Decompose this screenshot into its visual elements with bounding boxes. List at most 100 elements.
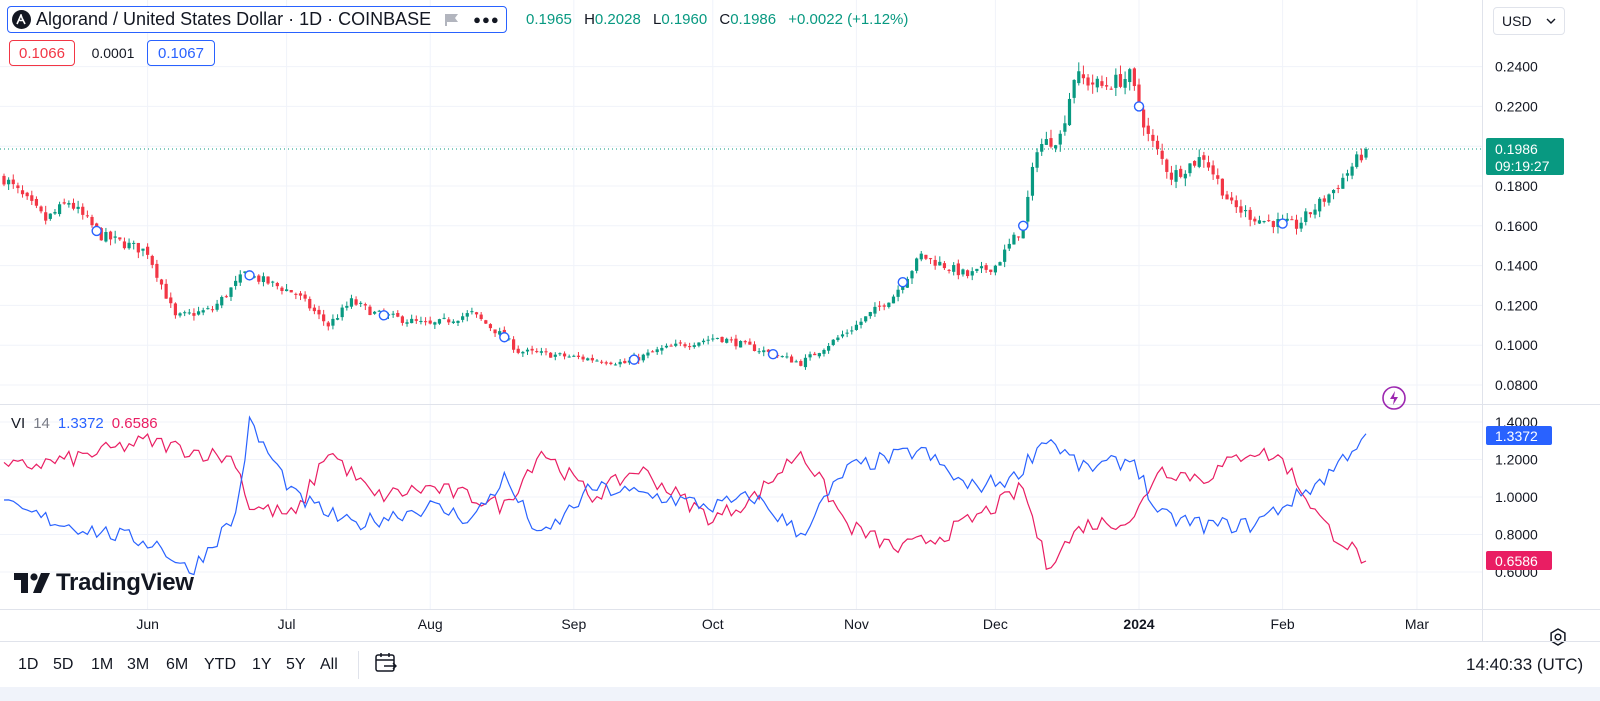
candle-body <box>864 316 868 322</box>
candle-body <box>122 241 127 249</box>
candle-body <box>882 305 886 307</box>
symbol-legend[interactable]: Algorand / United States Dollar · 1D · C… <box>7 6 507 33</box>
candle-body <box>363 304 367 306</box>
candle-body <box>581 356 585 360</box>
candle-body <box>789 356 794 363</box>
time-tick-label: Dec <box>983 616 1008 632</box>
candle-body <box>1165 159 1169 172</box>
vi-plus-value: 1.3372 <box>57 415 104 432</box>
candle-body <box>613 364 618 366</box>
candle-body <box>437 319 442 324</box>
flag-icon[interactable] <box>444 13 459 26</box>
more-dots-icon[interactable]: ●●● <box>473 12 500 27</box>
candle-body <box>1123 79 1127 88</box>
candle-body <box>896 289 900 297</box>
candle-body <box>461 316 465 320</box>
currency-select[interactable]: USD <box>1493 7 1565 35</box>
range-1y-button[interactable]: 1Y <box>252 656 272 673</box>
candle-body <box>215 303 219 310</box>
candle-body <box>1267 220 1271 222</box>
candle-body <box>433 322 437 325</box>
lightning-icon[interactable] <box>1381 385 1407 411</box>
candle-body <box>1294 219 1299 229</box>
candle-body <box>1128 69 1132 83</box>
bid-price-button[interactable]: 0.1066 <box>9 40 75 66</box>
spread-value: 0.0001 <box>91 45 135 61</box>
candle-body <box>349 298 354 307</box>
settings-icon[interactable] <box>1548 627 1568 647</box>
candle-body <box>854 324 859 330</box>
candle-body <box>859 321 863 325</box>
candle-body <box>187 312 191 314</box>
event-marker <box>1133 101 1145 112</box>
candle-body <box>192 313 196 316</box>
candle-body <box>164 283 168 299</box>
candle-body <box>562 353 567 357</box>
candle-body <box>1044 139 1048 145</box>
price-axis: 0.2400 0.2200 0.1800 0.1600 0.1400 0.1200 0.10… <box>1486 59 1564 393</box>
candle-body <box>220 296 224 306</box>
range-6m-button[interactable]: 6M <box>166 656 189 673</box>
calendar-range-icon[interactable] <box>374 651 398 675</box>
candle-body <box>405 322 409 324</box>
candle-body <box>1095 78 1099 88</box>
event-marker <box>1017 220 1029 232</box>
vi-legend[interactable]: VI 14 1.3372 0.6586 <box>11 415 166 432</box>
candle-body <box>1299 222 1303 229</box>
candle-body <box>924 254 928 259</box>
candle-body <box>1169 172 1174 180</box>
candle-body <box>48 213 52 219</box>
candle-body <box>998 262 1002 266</box>
candle-body <box>961 269 965 275</box>
candle-body <box>674 343 678 346</box>
candle-body <box>1072 79 1076 98</box>
candle-body <box>442 317 446 319</box>
candle-body <box>799 361 803 366</box>
range-3m-button[interactable]: 3M <box>127 656 150 673</box>
candle-body <box>1179 168 1183 177</box>
candle-body <box>1248 209 1252 220</box>
event-marker <box>499 332 510 343</box>
utc-clock[interactable]: 14:40:33 (UTC) <box>1466 655 1584 674</box>
candle-body <box>11 179 15 185</box>
candle-body <box>1271 221 1275 228</box>
candle-body <box>95 223 99 228</box>
candle-body <box>813 353 817 356</box>
candle-body <box>808 354 812 358</box>
vi-plus-tag-label: 1.3372 <box>1495 428 1538 444</box>
range-ytd-button[interactable]: YTD <box>204 656 236 673</box>
candle-body <box>609 362 613 365</box>
candle-body <box>975 268 979 271</box>
candle-body <box>1313 209 1317 215</box>
candle-body <box>1234 200 1238 208</box>
candle-body <box>1026 196 1030 222</box>
candle-body <box>817 353 821 357</box>
range-5d-button[interactable]: 5D <box>53 656 74 673</box>
candle-body <box>493 329 497 334</box>
event-marker <box>378 310 390 321</box>
range-all-button[interactable]: All <box>320 656 338 673</box>
candle-body <box>150 255 154 265</box>
time-tick-label: Oct <box>702 616 724 632</box>
range-1d-button[interactable]: 1D <box>18 656 39 673</box>
candle-body <box>1016 236 1021 238</box>
candle-body <box>1049 138 1053 147</box>
candle-body <box>655 349 659 353</box>
candle-body <box>738 341 743 348</box>
open-value: 0.1965 <box>526 11 572 28</box>
candle-body <box>224 296 228 298</box>
time-tick-label: Mar <box>1405 616 1429 632</box>
candle-body <box>618 361 622 365</box>
candle-body <box>984 265 988 270</box>
range-5y-button[interactable]: 5Y <box>286 656 306 673</box>
tradingview-logo[interactable]: TradingView <box>14 569 194 597</box>
candle-body <box>623 360 627 364</box>
candle-body <box>1035 152 1039 168</box>
candle-body <box>794 361 798 363</box>
candle-body <box>539 351 543 353</box>
candle-body <box>1202 155 1206 160</box>
ask-price-button[interactable]: 0.1067 <box>147 40 215 66</box>
event-marker <box>244 270 255 281</box>
range-1m-button[interactable]: 1M <box>91 656 114 673</box>
